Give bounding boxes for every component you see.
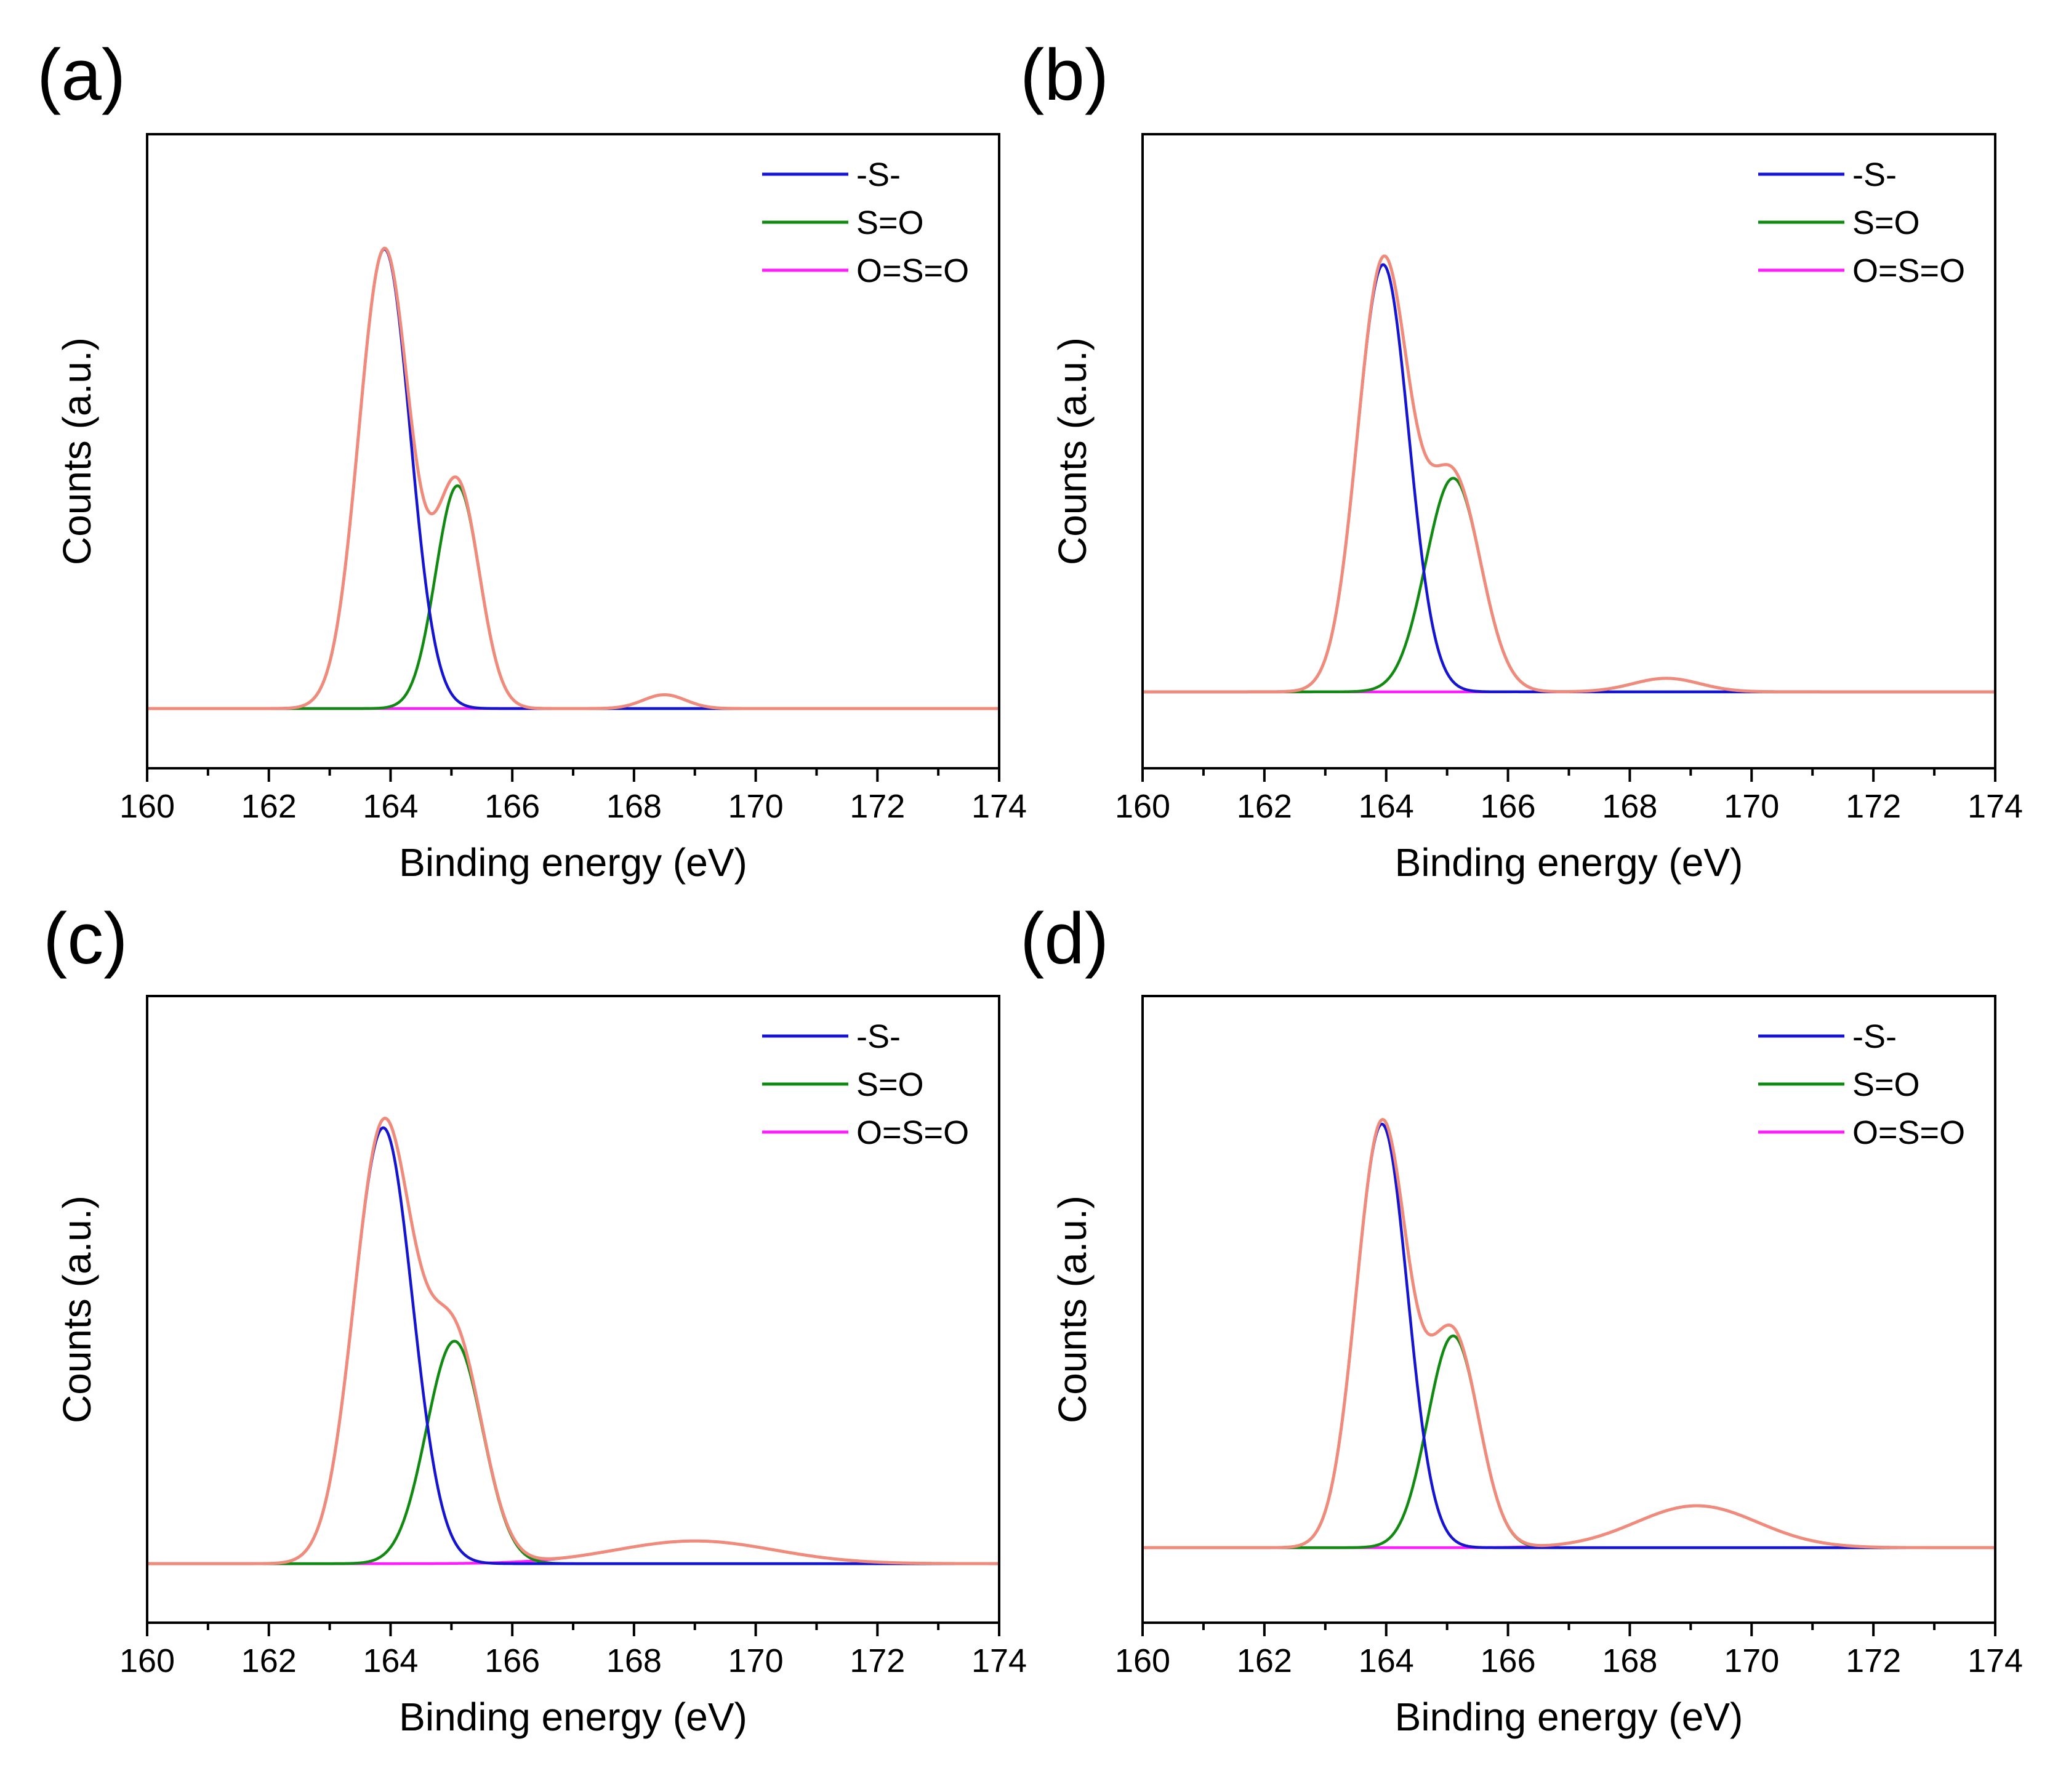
x-tick-label: 160	[119, 1642, 175, 1679]
x-tick-label: 162	[241, 1642, 297, 1679]
x-tick-label: 166	[1481, 1642, 1536, 1679]
x-axis-title: Binding energy (eV)	[1395, 1695, 1743, 1739]
x-tick-label: 170	[728, 1642, 784, 1679]
legend-label-so: S=O	[856, 1066, 924, 1103]
x-tick-label: 174	[971, 788, 1027, 825]
legend-label-s: -S-	[1852, 156, 1897, 193]
legend-label-so: S=O	[1852, 204, 1920, 241]
x-tick-label: 164	[363, 1642, 418, 1679]
legend-label-s: -S-	[1852, 1018, 1897, 1055]
legend-label-so: S=O	[1852, 1066, 1920, 1103]
x-tick-label: 170	[1724, 1642, 1779, 1679]
x-tick-label: 168	[1602, 1642, 1657, 1679]
x-axis-title: Binding energy (eV)	[399, 1695, 747, 1739]
x-tick-label: 174	[971, 1642, 1027, 1679]
legend-label-s: -S-	[856, 156, 901, 193]
x-tick-label: 172	[1846, 1642, 1901, 1679]
y-axis-title: Counts (a.u.)	[55, 1195, 99, 1423]
x-axis-title: Binding energy (eV)	[1395, 840, 1743, 885]
x-tick-label: 174	[1968, 1642, 2023, 1679]
legend-label-oso: O=S=O	[1852, 1114, 1965, 1151]
panel-label: (a)	[37, 34, 126, 116]
x-tick-label: 160	[1115, 788, 1170, 825]
x-tick-label: 164	[363, 788, 418, 825]
x-tick-label: 166	[1481, 788, 1536, 825]
x-tick-label: 164	[1359, 788, 1414, 825]
x-tick-label: 166	[484, 1642, 540, 1679]
x-tick-label: 170	[728, 788, 784, 825]
x-tick-label: 168	[606, 788, 662, 825]
x-tick-label: 172	[850, 1642, 905, 1679]
legend-label-oso: O=S=O	[1852, 252, 1965, 289]
legend-label-s: -S-	[856, 1018, 901, 1055]
legend-label-oso: O=S=O	[856, 1114, 969, 1151]
y-axis-title: Counts (a.u.)	[55, 337, 99, 565]
x-tick-label: 174	[1968, 788, 2023, 825]
panel-label: (c)	[43, 898, 128, 979]
x-tick-label: 172	[1846, 788, 1901, 825]
legend-label-so: S=O	[856, 204, 924, 241]
x-tick-label: 168	[1602, 788, 1657, 825]
x-tick-label: 160	[1115, 1642, 1170, 1679]
x-tick-label: 162	[241, 788, 297, 825]
x-tick-label: 172	[850, 788, 905, 825]
y-axis-title: Counts (a.u.)	[1050, 1195, 1095, 1423]
legend-label-oso: O=S=O	[856, 252, 969, 289]
x-tick-label: 166	[484, 788, 540, 825]
panel-label: (b)	[1020, 34, 1109, 116]
x-tick-label: 164	[1359, 1642, 1414, 1679]
y-axis-title: Counts (a.u.)	[1050, 337, 1095, 565]
figure-background	[0, 0, 2058, 1792]
panel-label: (d)	[1020, 898, 1109, 979]
x-tick-label: 170	[1724, 788, 1779, 825]
x-tick-label: 162	[1237, 1642, 1292, 1679]
x-tick-label: 160	[119, 788, 175, 825]
x-axis-title: Binding energy (eV)	[399, 840, 747, 885]
x-tick-label: 162	[1237, 788, 1292, 825]
xps-figure: (a) 160 162 164 166 168 170 172 174 Binding energ…	[0, 0, 2058, 1792]
x-tick-label: 168	[606, 1642, 662, 1679]
